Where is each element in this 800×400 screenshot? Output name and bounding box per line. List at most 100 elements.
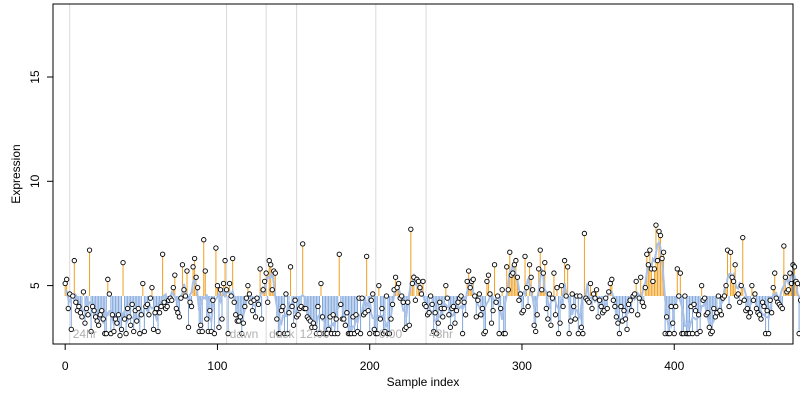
point-399 <box>670 320 676 326</box>
point-261 <box>459 330 466 337</box>
point-208 <box>379 305 385 312</box>
point-9 <box>76 303 82 310</box>
point-282 <box>491 262 498 268</box>
point-241 <box>429 301 435 308</box>
point-31 <box>109 312 116 318</box>
point-41 <box>124 305 131 312</box>
point-138 <box>272 270 278 276</box>
point-339 <box>578 324 585 330</box>
point-461 <box>764 307 770 314</box>
y-axis-title: Expression <box>9 144 23 203</box>
point-72 <box>172 272 178 278</box>
point-169 <box>319 314 326 320</box>
point-115 <box>237 314 243 320</box>
point-380 <box>641 303 647 310</box>
point-32 <box>111 328 117 335</box>
point-67 <box>164 303 170 310</box>
point-78 <box>181 287 187 293</box>
point-384 <box>647 247 653 253</box>
point-268 <box>470 276 476 282</box>
point-253 <box>447 324 454 330</box>
point-386 <box>650 278 656 285</box>
annotation-label-1: dawn <box>230 327 259 341</box>
point-388 <box>653 222 659 228</box>
point-284 <box>494 293 501 299</box>
point-341 <box>581 230 588 237</box>
point-90 <box>199 328 205 335</box>
point-71 <box>170 285 176 291</box>
point-139 <box>274 316 280 322</box>
point-280 <box>488 320 495 326</box>
point-105 <box>222 257 228 264</box>
point-475 <box>785 287 792 293</box>
point-87 <box>195 285 201 291</box>
point-367 <box>621 307 627 314</box>
point-211 <box>383 293 390 299</box>
point-207 <box>377 316 384 322</box>
point-251 <box>444 295 451 301</box>
point-48 <box>135 305 141 312</box>
point-321 <box>551 270 557 276</box>
point-290 <box>504 264 510 270</box>
point-317 <box>545 316 551 322</box>
point-195 <box>359 295 365 301</box>
point-15 <box>85 312 91 318</box>
point-17 <box>88 328 94 335</box>
y-axis: 5 10 15 <box>28 70 54 289</box>
point-404 <box>677 270 683 276</box>
point-425 <box>709 328 715 335</box>
annotation-label-5: 48hr <box>429 327 453 341</box>
point-75 <box>176 314 183 320</box>
point-387 <box>651 266 658 272</box>
point-413 <box>691 301 697 308</box>
point-136 <box>269 287 275 293</box>
point-29 <box>106 291 112 297</box>
point-297 <box>514 274 521 280</box>
point-318 <box>546 291 553 297</box>
point-285 <box>496 330 502 337</box>
point-11 <box>79 314 85 320</box>
point-426 <box>711 305 717 312</box>
point-51 <box>140 280 146 287</box>
point-101 <box>216 324 222 330</box>
point-476 <box>787 270 793 276</box>
point-315 <box>542 260 548 266</box>
point-265 <box>466 268 472 274</box>
point-363 <box>615 320 621 326</box>
point-440 <box>732 262 738 268</box>
point-156 <box>300 241 306 247</box>
point-316 <box>543 305 549 312</box>
point-116 <box>239 330 245 337</box>
point-391 <box>657 232 664 239</box>
point-307 <box>529 287 536 293</box>
point-119 <box>243 295 250 301</box>
point-362 <box>613 314 620 320</box>
point-219 <box>395 280 402 287</box>
point-95 <box>207 307 213 314</box>
point-446 <box>741 297 747 303</box>
point-442 <box>735 291 741 297</box>
point-205 <box>374 330 380 337</box>
point-283 <box>493 299 499 305</box>
point-287 <box>499 287 505 293</box>
point-233 <box>417 285 423 291</box>
point-228 <box>409 280 415 287</box>
annotation-labels: 24hr dawn dusk 12:00 0:00 48hr <box>73 327 453 341</box>
point-382 <box>644 251 650 257</box>
point-227 <box>408 226 414 232</box>
point-200 <box>367 330 373 337</box>
point-337 <box>575 330 581 337</box>
point-457 <box>758 316 764 322</box>
point-25 <box>100 316 106 322</box>
y-tick-label-1: 10 <box>28 174 42 188</box>
point-35 <box>115 312 122 318</box>
point-270 <box>473 314 479 320</box>
point-269 <box>472 293 478 299</box>
point-7 <box>73 299 79 305</box>
point-249 <box>441 305 447 312</box>
point-234 <box>418 291 425 297</box>
point-62 <box>156 310 163 316</box>
point-39 <box>121 316 128 322</box>
point-54 <box>144 301 151 308</box>
point-257 <box>453 307 460 314</box>
